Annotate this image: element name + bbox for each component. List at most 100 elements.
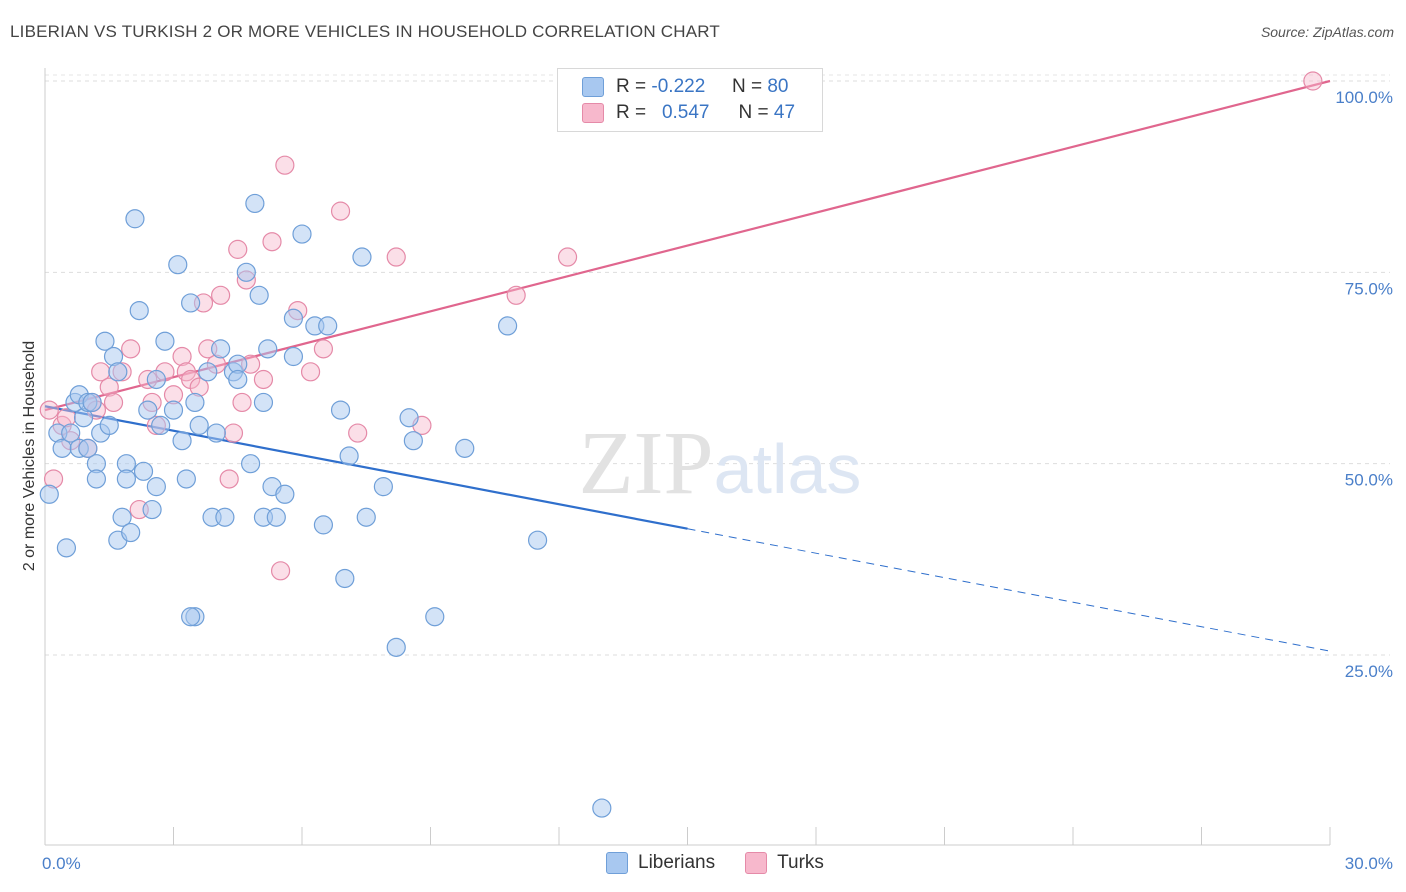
liberians-point — [125, 209, 145, 229]
liberians-point — [313, 515, 334, 535]
y-tick-labels: 25.0% 50.0% 75.0% 100.0% — [1335, 88, 1393, 681]
turks-trend-line — [44, 79, 1331, 412]
liberians-point — [151, 415, 171, 435]
liberians-point — [112, 507, 132, 527]
liberians-point — [142, 499, 162, 520]
x-tick-labels: 0.0% 30.0% — [42, 854, 1393, 873]
liberians-point — [318, 316, 338, 336]
liberians-point — [189, 415, 209, 435]
liberians-point — [373, 477, 393, 497]
liberians-point — [168, 255, 188, 275]
turks-point — [121, 339, 141, 359]
liberians-point — [356, 507, 376, 527]
legend-row-turks: R = 0.547 N = 47 — [582, 101, 795, 125]
liberians-point — [215, 507, 235, 527]
turks-point — [275, 155, 295, 175]
liberians-point — [258, 339, 278, 359]
liberians-point — [133, 461, 154, 481]
liberians-point — [228, 369, 248, 390]
liberians-trend-extension — [687, 528, 1331, 652]
turks-point — [103, 392, 124, 413]
watermark-atlas: atlas — [714, 430, 862, 508]
liberians-point — [241, 454, 261, 474]
liberians-swatch — [582, 77, 604, 97]
liberians-point — [181, 293, 201, 313]
chart-source: Source: ZipAtlas.com — [1260, 24, 1394, 40]
turks-swatch — [745, 852, 768, 874]
y-tick-label: 100.0% — [1335, 88, 1393, 107]
liberians-point — [236, 262, 256, 282]
turks-point — [386, 247, 406, 267]
watermark: ZIPatlas — [579, 414, 862, 513]
liberians-point — [86, 469, 107, 489]
legend-item-turks[interactable]: Turks — [745, 852, 824, 874]
liberians-point — [206, 423, 226, 443]
turks-point — [172, 346, 192, 367]
liberians-point — [146, 477, 166, 497]
x-tick-label: 30.0% — [1345, 854, 1393, 873]
turks-point — [270, 561, 291, 581]
legend-item-liberians[interactable]: Liberians — [606, 852, 715, 874]
liberians-point — [108, 362, 128, 382]
liberians-point — [335, 568, 355, 589]
r-value-liberians: -0.222 — [651, 76, 706, 97]
liberians-point — [425, 607, 445, 627]
turks-swatch — [582, 103, 604, 123]
liberians-point — [163, 400, 184, 420]
turks-point — [348, 423, 368, 443]
liberians-point — [138, 400, 158, 420]
liberians-point — [245, 193, 265, 214]
liberians-point — [82, 392, 102, 413]
n-label: N = — [738, 102, 769, 123]
liberians-point — [39, 484, 59, 504]
liberians-point — [352, 247, 372, 267]
liberians-point — [399, 408, 419, 428]
n-value-turks: 47 — [773, 102, 796, 123]
liberians-point — [283, 346, 304, 367]
liberians-point — [185, 392, 205, 413]
legend-label-turks: Turks — [777, 852, 824, 873]
liberians-point — [78, 438, 98, 458]
y-tick-label: 50.0% — [1345, 471, 1393, 490]
r-label: R = — [616, 76, 647, 97]
liberians-point — [330, 400, 351, 420]
liberians-point — [95, 331, 115, 351]
liberians-point — [181, 607, 201, 627]
turks-point — [1303, 71, 1323, 91]
turks-point — [300, 362, 321, 382]
x-tick-label: 0.0% — [42, 854, 81, 873]
liberians-point — [339, 446, 359, 466]
turks-point — [262, 232, 282, 252]
turks-point — [99, 377, 119, 397]
y-tick-label: 75.0% — [1345, 279, 1393, 298]
liberians-point — [283, 308, 304, 328]
liberians-swatch — [606, 852, 628, 874]
liberians-point — [198, 362, 218, 382]
liberians-point — [498, 316, 518, 336]
liberians-point — [455, 438, 475, 458]
stats-legend: R = -0.222 N = 80 R = 0.547 N = 47 — [557, 68, 823, 132]
r-value-turks: 0.547 — [661, 102, 710, 123]
liberians-point — [266, 507, 286, 527]
n-value-liberians: 80 — [767, 76, 789, 97]
r-label: R = — [616, 102, 647, 123]
liberians-point — [386, 637, 406, 657]
liberians-point — [211, 339, 231, 359]
turks-point — [211, 285, 231, 305]
turks-point — [313, 339, 334, 359]
turks-point — [232, 392, 252, 413]
legend-row-liberians: R = -0.222 N = 80 — [582, 75, 788, 99]
turks-point — [228, 239, 248, 259]
legend-label-liberians: Liberians — [638, 852, 716, 873]
watermark-zip: ZIP — [579, 414, 714, 513]
series-legend: Liberians Turks — [606, 852, 854, 874]
liberians-point — [116, 469, 136, 489]
liberians-point — [155, 331, 175, 351]
turks-point — [506, 285, 526, 305]
liberians-point — [592, 798, 612, 818]
liberians-point — [403, 431, 423, 451]
liberians-point — [249, 285, 269, 305]
liberians-point — [99, 415, 119, 435]
liberians-point — [292, 224, 312, 244]
